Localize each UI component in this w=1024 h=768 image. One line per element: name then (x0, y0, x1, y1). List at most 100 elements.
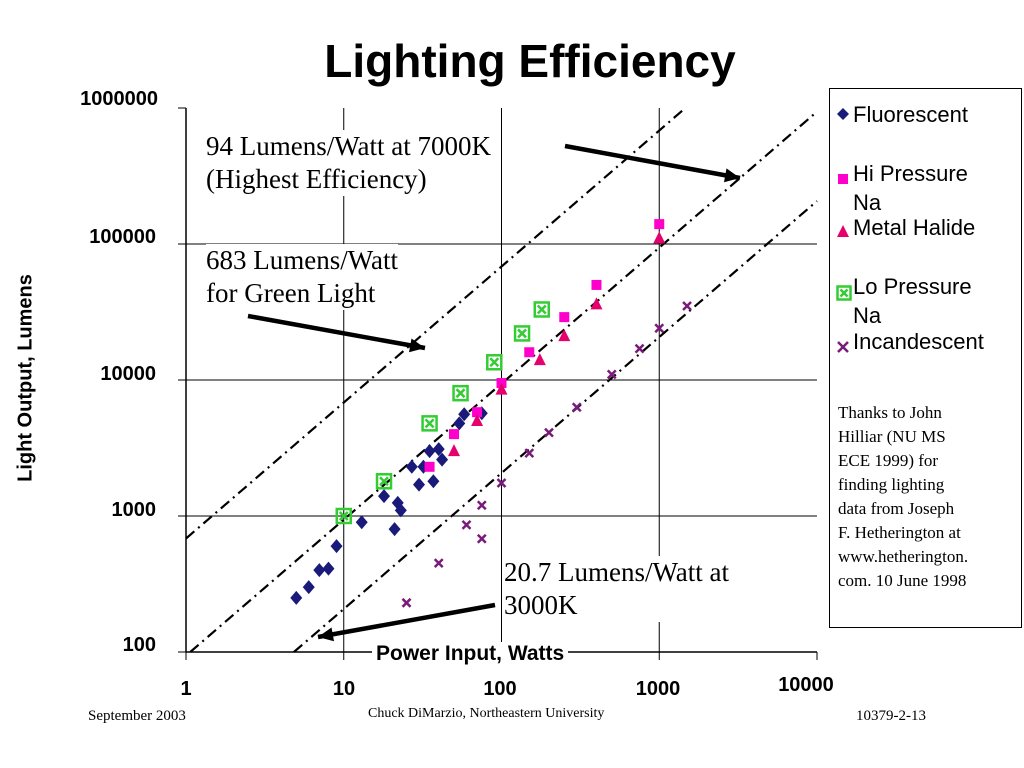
box-x-marker-cross (379, 476, 389, 487)
y-tick-label: 100000 (89, 226, 156, 248)
hi-pressure-na-point (559, 312, 570, 323)
annotation-94-lumens: 94 Lumens/Watt at 7000K (Highest Efficie… (206, 130, 492, 196)
efficiency-lines (185, 107, 818, 653)
lo-pressure-na-point (513, 325, 531, 342)
chart-title: Lighting Efficiency (324, 35, 736, 87)
x-marker-icon (837, 341, 849, 353)
box-x-marker-box (513, 325, 531, 342)
arrow-head (723, 168, 740, 183)
data-points (290, 219, 692, 608)
legend-label: Lo Pressure Na (853, 272, 1018, 330)
x-tick-label: 100 (483, 678, 517, 700)
box-x-marker-box (375, 473, 393, 490)
annotation-text: 683 Lumens/Watt (206, 245, 399, 275)
box-x-marker-box (335, 507, 352, 525)
fluorescent-point (394, 503, 407, 518)
hi-pressure-na-point (472, 407, 483, 418)
annotation-text: 3000K (504, 590, 578, 620)
fluorescent-point (302, 580, 315, 595)
incandescent-point (496, 478, 507, 488)
diamond-marker-icon (837, 108, 849, 120)
arrow-head (408, 338, 425, 353)
fluorescent-point (330, 539, 343, 554)
y-tick-label: 1000000 (80, 88, 158, 110)
fluorescent-point (290, 590, 303, 605)
hi-pressure-na-point (449, 429, 460, 440)
annotation-arrows (247, 143, 741, 642)
metal-halide-point (471, 413, 484, 426)
annotation-683-lumens: 683 Lumens/Watt for Green Light (206, 244, 399, 310)
incandescent-point (433, 558, 444, 569)
x-axis-label: Power Input, Watts (372, 642, 569, 666)
box-x-marker-cross (338, 511, 349, 521)
incandescent-point (476, 533, 487, 544)
annotation-20-7-lumens: 20.7 Lumens/Watt at 3000K (504, 556, 730, 622)
legend-label: Incandescent (853, 329, 984, 354)
y-tick-label: 100 (122, 634, 156, 656)
acknowledgement-line: data from Joseph (838, 499, 955, 518)
annotation-text: (Highest Efficiency) (206, 164, 427, 194)
incandescent-point (401, 597, 412, 608)
y-tick-label: 1000 (111, 499, 157, 521)
hi-pressure-na-point (654, 219, 665, 230)
legend-label: Fluorescent (853, 102, 968, 127)
incandescent-point (571, 402, 582, 413)
box-x-marker-icon (836, 285, 852, 301)
acknowledgement-line: F. Hetherington at (838, 523, 961, 542)
metal-halide-point (495, 382, 508, 395)
incandescent-point (654, 323, 665, 334)
hi-pressure-na-point (591, 279, 602, 290)
legend-label-line: Na (853, 303, 882, 328)
hi-pressure-na-point (424, 461, 435, 472)
box-x-marker-box (452, 384, 469, 402)
metal-halide-point (558, 329, 571, 342)
y-tick-label: 10000 (100, 363, 156, 385)
legend-label: Metal Halide (853, 215, 976, 240)
incandescent-point (682, 301, 692, 311)
acknowledgement-line: www.hetherington. (838, 547, 969, 566)
box-x-marker-cross (536, 304, 547, 315)
incandescent-point (461, 520, 472, 530)
fluorescent-point (453, 416, 466, 431)
box-x-marker-cross (455, 388, 466, 399)
incandescent-point (544, 427, 554, 438)
acknowledgement-text: Thanks to John Hilliar (NU MS ECE 1999) … (838, 401, 1018, 593)
fluorescent-point (423, 444, 436, 459)
fluorescent-point (427, 474, 440, 489)
fluorescent-point (413, 477, 426, 492)
legend-label: Hi Pressure Na (853, 159, 1018, 217)
lo-pressure-na-point (421, 415, 438, 432)
fluorescent-point (436, 452, 449, 467)
footer-slide-number: 10379-2-13 (856, 708, 926, 724)
acknowledgement-line: Hilliar (NU MS (838, 427, 946, 446)
legend-label-line: Lo Pressure (853, 274, 972, 299)
lo-pressure-na-point (533, 301, 551, 318)
fluorescent-point (458, 407, 471, 422)
acknowledgement-line: ECE 1999) for (838, 451, 939, 470)
incandescent-point (476, 500, 487, 511)
footer-author: Chuck DiMarzio, Northeastern University (368, 706, 605, 721)
acknowledgement-line: Thanks to John (838, 403, 942, 422)
metal-halide-point (533, 353, 546, 366)
annotation-text: 94 Lumens/Watt at 7000K (206, 131, 492, 161)
box-x-marker-box (421, 415, 438, 432)
x-tick-label: 10000 (778, 674, 834, 696)
annotation-arrow (564, 143, 741, 181)
annotation-text: 20.7 Lumens/Watt at (504, 557, 730, 587)
box-x-marker-box (486, 354, 503, 371)
efficiency-line (293, 200, 818, 653)
acknowledgement-line: finding lighting (838, 475, 945, 494)
footer-date: September 2003 (88, 708, 186, 724)
metal-halide-point (653, 231, 666, 244)
fluorescent-point (355, 515, 368, 530)
fluorescent-point (388, 522, 401, 537)
metal-halide-point (448, 444, 461, 457)
box-x-marker-box (533, 301, 551, 318)
legend: Fluorescent Hi Pressure Na Metal Halide … (829, 88, 1022, 628)
lo-pressure-na-point (486, 354, 503, 371)
efficiency-line (185, 107, 687, 540)
fluorescent-point (378, 489, 391, 504)
box-x-marker-cross (489, 357, 500, 368)
lo-pressure-na-point (452, 384, 469, 402)
